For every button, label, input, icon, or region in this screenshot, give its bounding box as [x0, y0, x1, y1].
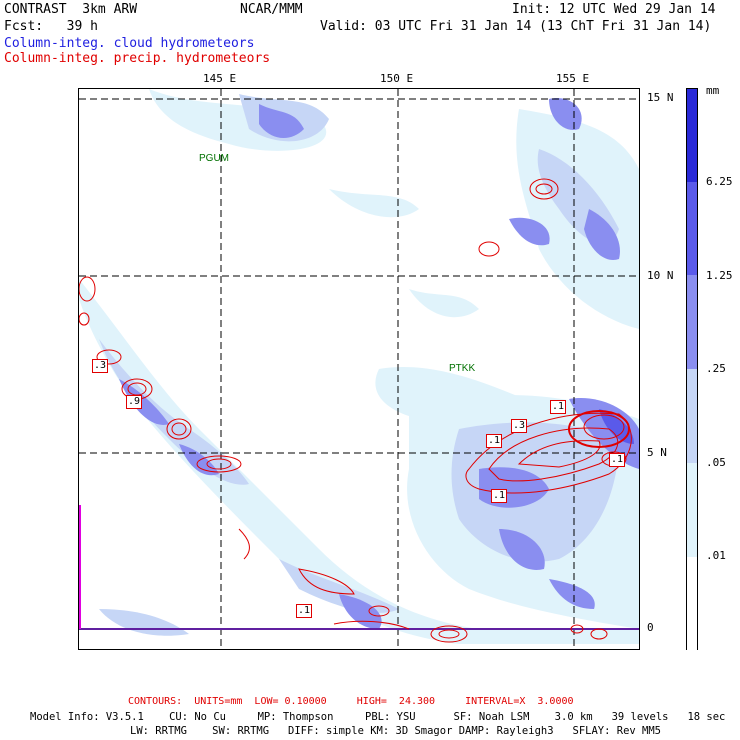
legend-level: .05 — [706, 456, 726, 469]
lat-label-0: 0 — [647, 621, 654, 634]
contour-label: .9 — [126, 395, 143, 409]
legend-units: mm — [706, 84, 720, 97]
lat-label-15n: 15 N — [647, 91, 674, 104]
legend-swatch — [687, 275, 697, 369]
lat-label-5n: 5 N — [647, 446, 667, 459]
legend-swatch — [687, 557, 697, 651]
contour-label: .3 — [92, 359, 109, 373]
cloud-shading — [79, 89, 639, 644]
map-canvas: PGUM PTKK — [79, 89, 639, 649]
station-ptkk: PTKK — [449, 363, 475, 374]
lon-label-150: 150 E — [380, 72, 414, 85]
lat-lon-grid — [79, 89, 639, 649]
lat-label-10n: 10 N — [647, 269, 674, 282]
contours-info: CONTOURS: UNITS=mm LOW= 0.10000 HIGH= 24… — [128, 696, 574, 707]
contour-label: .3 — [511, 419, 528, 433]
contour-label: .1 — [609, 453, 626, 467]
forecast-hour: Fcst: 39 h — [4, 19, 98, 34]
lon-label-145: 145 E — [203, 72, 237, 85]
contour-label: .1 — [550, 400, 567, 414]
precip-contours — [79, 178, 632, 643]
station-pgum: PGUM — [199, 153, 229, 164]
contour-label: .1 — [491, 489, 508, 503]
model-info: Model Info: V3.5.1 CU: No Cu MP: Thompso… — [30, 711, 726, 723]
legend-swatch — [687, 463, 697, 557]
map-plot: PGUM PTKK .3 .9 .1 .1 .3 .1 .1 .1 .1 — [78, 88, 640, 650]
init-time: Init: 12 UTC Wed 29 Jan 14 — [512, 2, 716, 17]
lon-label-155: 155 E — [556, 72, 590, 85]
legend-level: .01 — [706, 549, 726, 562]
field-cloud-label: Column-integ. cloud hydrometeors — [4, 36, 255, 51]
legend-level: .25 — [706, 362, 726, 375]
contour-label: .1 — [296, 604, 313, 618]
valid-time: Valid: 03 UTC Fri 31 Jan 14 (13 ChT Fri … — [320, 19, 712, 34]
field-precip-label: Column-integ. precip. hydrometeors — [4, 51, 271, 66]
contour-label: .1 — [486, 434, 503, 448]
legend-level: 1.25 — [706, 269, 733, 282]
legend-level: 6.25 — [706, 175, 733, 188]
model-physics-info: LW: RRTMG SW: RRTMG DIFF: simple KM: 3D … — [130, 725, 662, 737]
org-label: NCAR/MMM — [240, 2, 303, 17]
model-title: CONTRAST 3km ARW — [4, 2, 138, 17]
legend-swatch — [687, 89, 697, 182]
legend-swatch — [687, 182, 697, 275]
legend-swatch — [687, 369, 697, 463]
legend-colorbar — [686, 88, 698, 651]
